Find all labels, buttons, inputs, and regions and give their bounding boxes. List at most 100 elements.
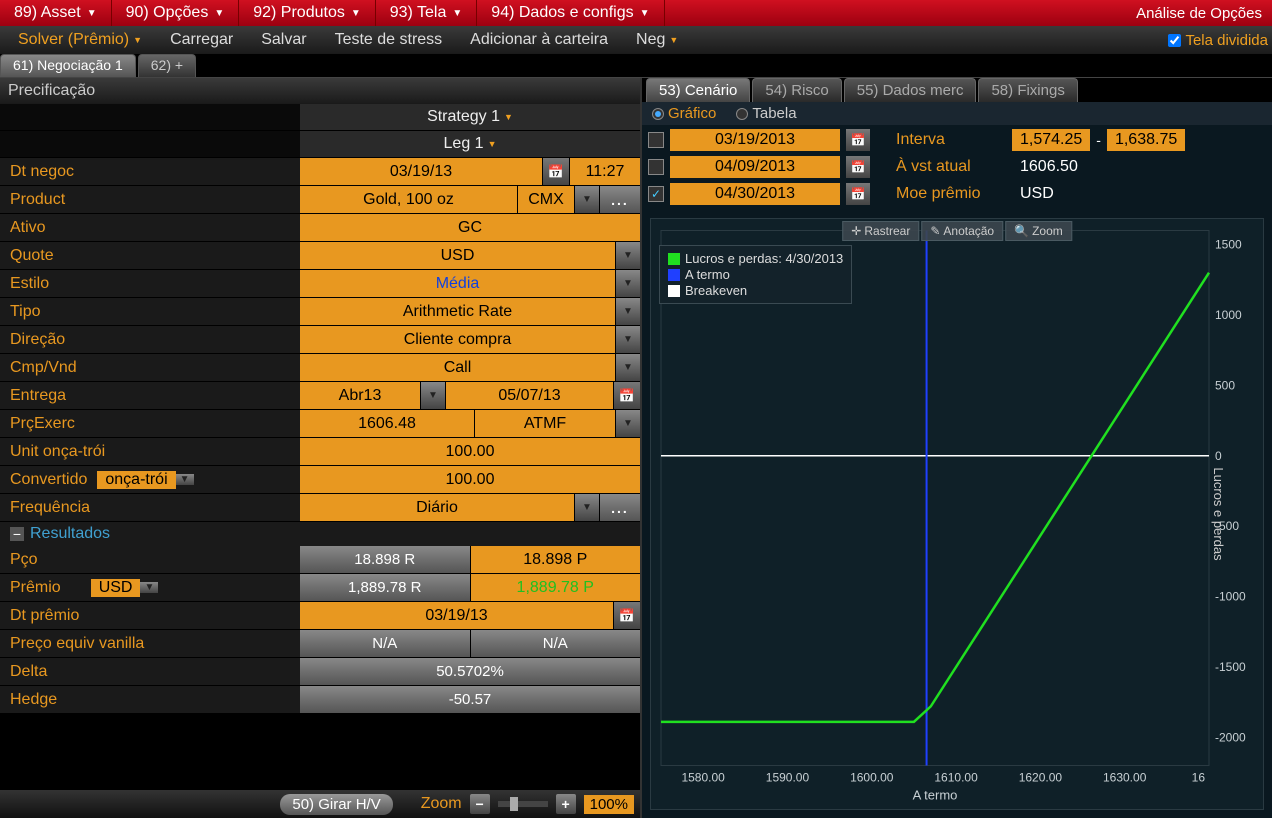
tab-fixings[interactable]: 58) Fixings: [978, 78, 1077, 102]
leg-selector[interactable]: Leg 1▼: [300, 131, 640, 157]
action-solver[interactable]: Solver (Prêmio)▼: [4, 26, 156, 54]
dropdown-icon[interactable]: ▼: [176, 474, 194, 485]
chart-legend: Lucros e perdas: 4/30/2013 A termo Break…: [659, 245, 852, 304]
interval-low[interactable]: 1,574.25: [1012, 129, 1090, 151]
dropdown-icon[interactable]: ▼: [575, 494, 599, 521]
tool-rastrear[interactable]: ✛ Rastrear: [842, 221, 919, 241]
tab-negociacao-1[interactable]: 61) Negociação 1: [0, 54, 136, 77]
convertido-unit[interactable]: onça-trói: [97, 471, 175, 489]
label-ativo: Ativo: [0, 214, 300, 241]
split-checkbox[interactable]: [1168, 34, 1181, 47]
tab-cenario[interactable]: 53) Cenário: [646, 78, 750, 102]
svg-text:16: 16: [1192, 771, 1206, 785]
tab-dados-merc[interactable]: 55) Dados merc: [844, 78, 977, 102]
input-freq[interactable]: Diário: [300, 494, 574, 521]
input-estilo[interactable]: Média: [300, 270, 615, 297]
scenario-checkbox[interactable]: [648, 159, 664, 175]
radio-grafico[interactable]: Gráfico: [652, 105, 716, 122]
calendar-icon[interactable]: 📅: [614, 602, 640, 629]
label-cmpvnd: Cmp/Vnd: [0, 354, 300, 381]
premio-r: 1,889.78 R: [300, 574, 470, 601]
menu-tela[interactable]: 93) Tela▼: [376, 0, 478, 26]
dropdown-icon[interactable]: ▼: [421, 382, 445, 409]
input-strike-type[interactable]: ATMF: [475, 410, 615, 437]
delta-value: 50.5702%: [300, 658, 640, 685]
label-dt-negoc: Dt negoc: [0, 158, 300, 185]
svg-text:-1500: -1500: [1215, 660, 1246, 674]
zoom-out-button[interactable]: −: [470, 794, 490, 814]
dropdown-icon[interactable]: ▼: [616, 326, 640, 353]
menu-asset[interactable]: 89) Asset▼: [0, 0, 112, 26]
app-title: Análise de Opções: [1126, 5, 1272, 22]
input-tipo[interactable]: Arithmetic Rate: [300, 298, 615, 325]
scenario-checkbox[interactable]: [648, 132, 664, 148]
input-trade-date[interactable]: 03/19/13: [300, 158, 542, 185]
chart-canvas[interactable]: -2000-1500-1000-5000500100015001580.0015…: [651, 219, 1263, 809]
input-quote[interactable]: USD: [300, 242, 615, 269]
deal-tabs: 61) Negociação 1 62) +: [0, 54, 1272, 78]
dropdown-icon[interactable]: ▼: [616, 410, 640, 437]
svg-text:-2000: -2000: [1215, 730, 1246, 744]
tab-add[interactable]: 62) +: [138, 54, 196, 77]
action-salvar[interactable]: Salvar: [247, 26, 320, 54]
input-convertido[interactable]: 100.00: [300, 466, 640, 493]
action-neg[interactable]: Neg▼: [622, 26, 692, 54]
input-direcao[interactable]: Cliente compra: [300, 326, 615, 353]
input-dtpremio[interactable]: 03/19/13: [300, 602, 613, 629]
more-button[interactable]: ...: [600, 494, 640, 521]
scenario-date[interactable]: 04/30/2013: [670, 183, 840, 205]
input-exchange[interactable]: CMX: [518, 186, 574, 213]
pco-p[interactable]: 18.898 P: [471, 546, 641, 573]
calendar-icon[interactable]: 📅: [543, 158, 569, 185]
input-ativo[interactable]: GC: [300, 214, 640, 241]
tab-risco[interactable]: 54) Risco: [752, 78, 841, 102]
scenario-checkbox[interactable]: ✓: [648, 186, 664, 202]
calendar-icon[interactable]: 📅: [846, 129, 870, 151]
girar-button[interactable]: 50) Girar H/V: [280, 794, 392, 815]
split-screen-toggle[interactable]: Tela dividida: [1168, 32, 1268, 49]
scenario-date[interactable]: 04/09/2013: [670, 156, 840, 178]
action-stress[interactable]: Teste de stress: [321, 26, 457, 54]
scenario-tabs: 53) Cenário 54) Risco 55) Dados merc 58)…: [642, 78, 1272, 102]
strategy-selector[interactable]: Strategy 1▼: [300, 104, 640, 130]
dropdown-icon[interactable]: ▼: [616, 270, 640, 297]
input-strike[interactable]: 1606.48: [300, 410, 474, 437]
dropdown-icon[interactable]: ▼: [616, 242, 640, 269]
zoom-in-button[interactable]: +: [556, 794, 576, 814]
zoom-pct[interactable]: 100%: [584, 795, 634, 814]
dropdown-icon[interactable]: ▼: [140, 582, 158, 593]
input-product[interactable]: Gold, 100 oz: [300, 186, 517, 213]
dropdown-icon[interactable]: ▼: [575, 186, 599, 213]
input-entrega-month[interactable]: Abr13: [300, 382, 420, 409]
radio-tabela[interactable]: Tabela: [736, 105, 796, 122]
menu-produtos[interactable]: 92) Produtos▼: [239, 0, 376, 26]
view-toggle: Gráfico Tabela: [642, 102, 1272, 125]
premio-p[interactable]: 1,889.78 P: [471, 574, 641, 601]
action-carregar[interactable]: Carregar: [156, 26, 247, 54]
more-button[interactable]: ...: [600, 186, 640, 213]
calendar-icon[interactable]: 📅: [846, 183, 870, 205]
dropdown-icon[interactable]: ▼: [616, 298, 640, 325]
svg-text:1620.00: 1620.00: [1019, 771, 1063, 785]
svg-text:1500: 1500: [1215, 238, 1242, 252]
tool-anotacao[interactable]: ✎ Anotação: [921, 221, 1003, 241]
premio-ccy[interactable]: USD: [91, 579, 141, 597]
svg-text:0: 0: [1215, 449, 1222, 463]
pl-chart[interactable]: ✛ Rastrear ✎ Anotação 🔍 Zoom Lucros e pe…: [650, 218, 1264, 810]
collapse-icon[interactable]: −: [10, 527, 24, 541]
input-trade-time[interactable]: 11:27: [570, 158, 640, 185]
zoom-slider[interactable]: [498, 801, 548, 807]
input-unit[interactable]: 100.00: [300, 438, 640, 465]
scenario-date[interactable]: 03/19/2013: [670, 129, 840, 151]
dropdown-icon[interactable]: ▼: [616, 354, 640, 381]
results-header[interactable]: −Resultados: [0, 522, 640, 546]
input-entrega-date[interactable]: 05/07/13: [446, 382, 613, 409]
calendar-icon[interactable]: 📅: [614, 382, 640, 409]
tool-zoom[interactable]: 🔍 Zoom: [1005, 221, 1072, 241]
action-add-carteira[interactable]: Adicionar à carteira: [456, 26, 622, 54]
input-cmpvnd[interactable]: Call: [300, 354, 615, 381]
menu-dados[interactable]: 94) Dados e configs▼: [477, 0, 664, 26]
interval-high[interactable]: 1,638.75: [1107, 129, 1185, 151]
calendar-icon[interactable]: 📅: [846, 156, 870, 178]
menu-opcoes[interactable]: 90) Opções▼: [112, 0, 240, 26]
